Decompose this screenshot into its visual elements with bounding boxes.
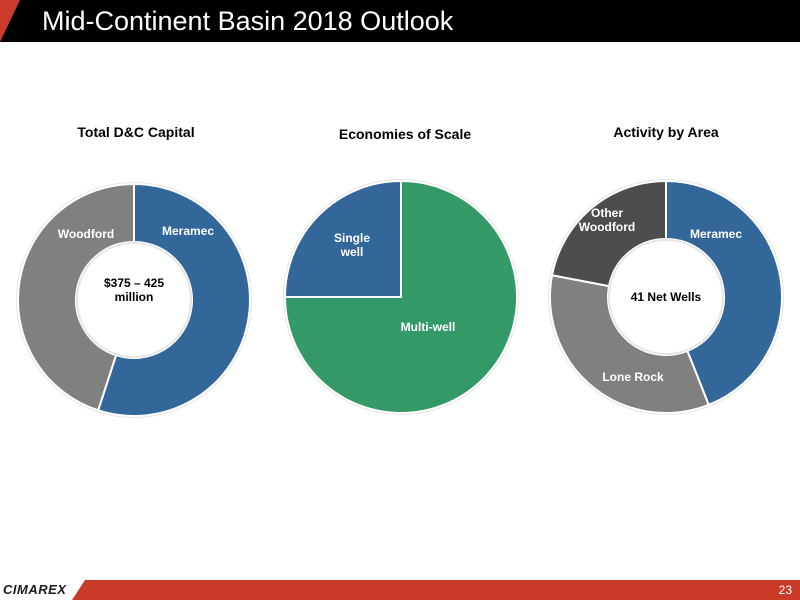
chart-3-slice-label-2: Lone Rock: [602, 370, 664, 384]
chart-3-slice-2: [549, 274, 711, 414]
chart-2-slice-2: [283, 179, 402, 298]
chart-3-title: Activity by Area: [613, 124, 719, 140]
chart-3-slice-label-1: Meramec: [690, 227, 742, 241]
chart-2-slice-label-2: Single well: [334, 231, 370, 259]
chart-1-title: Total D&C Capital: [77, 124, 195, 140]
page-number: 23: [778, 583, 792, 597]
title-accent: [0, 0, 20, 42]
company-logo: CIMAREX: [3, 582, 67, 597]
chart-3-center-label: 41 Net Wells: [631, 290, 702, 304]
footer-bar: CIMAREX 23: [0, 580, 800, 600]
title-bar: Mid-Continent Basin 2018 Outlook: [0, 0, 800, 42]
chart-2-slice-label-1: Multi-well: [401, 320, 456, 334]
chart-1-slice-label-2: Woodford: [58, 227, 114, 241]
footer-logo-area: CIMAREX: [0, 580, 85, 600]
chart-1-slice-label-1: Meramec: [162, 224, 214, 238]
chart-2-slice-1: [283, 179, 518, 414]
chart-3-hole: [608, 239, 724, 355]
footer-slash: [72, 580, 85, 600]
slide-title: Mid-Continent Basin 2018 Outlook: [42, 6, 454, 36]
chart-2-title: Economies of Scale: [338, 126, 472, 142]
chart-1-hole: [76, 242, 192, 358]
chart-1-center-label: $375 – 425 million: [104, 276, 164, 304]
chart-3-slice-label-3: Other Woodford: [579, 206, 635, 234]
